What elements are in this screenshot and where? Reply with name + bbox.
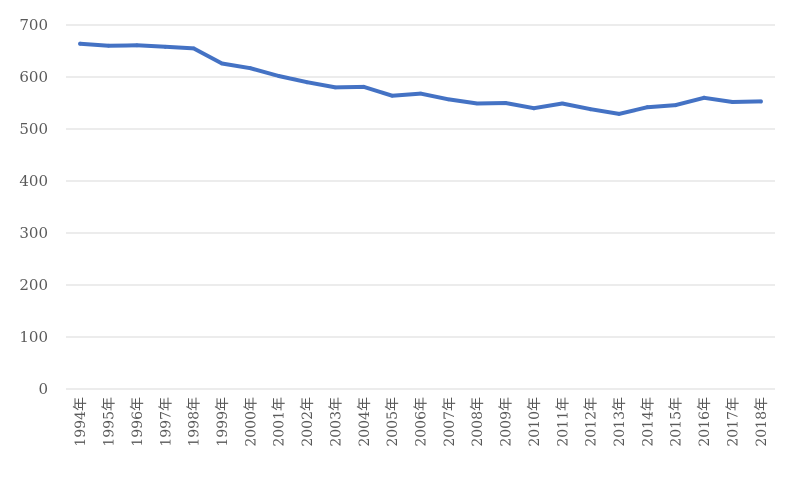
data-point	[418, 91, 423, 96]
x-tick-label: 2008年	[470, 397, 486, 447]
y-tick-label: 400	[19, 172, 48, 190]
y-tick-label: 200	[19, 276, 48, 294]
x-tick-label: 2002年	[300, 397, 316, 447]
x-axis-ticks: 1994年 1995年 1996年 1997年 1998年 1999年 2000年 2001年…	[73, 397, 770, 447]
data-point	[531, 106, 536, 111]
data-point	[645, 105, 650, 110]
data-point	[673, 103, 678, 108]
x-tick-label: 1999年	[215, 397, 231, 447]
x-tick-label: 2001年	[272, 397, 288, 447]
y-tick-label: 600	[19, 68, 48, 86]
data-point	[588, 107, 593, 112]
y-tick-label: 100	[19, 328, 48, 346]
y-tick-label: 500	[19, 120, 48, 138]
data-point	[78, 41, 83, 46]
data-point	[163, 44, 168, 49]
data-point	[361, 84, 366, 89]
data-point	[390, 93, 395, 98]
x-tick-label: 2014年	[640, 397, 656, 447]
y-axis-ticks: 0 100 200 300 400 500 600 700	[19, 16, 48, 398]
x-tick-label: 2011年	[555, 397, 571, 447]
x-tick-label: 2016年	[697, 397, 713, 447]
data-point	[446, 97, 451, 102]
data-point	[276, 73, 281, 78]
data-point	[503, 101, 508, 105]
data-point	[106, 43, 111, 48]
y-tick-label: 0	[38, 380, 48, 398]
data-point	[134, 43, 139, 48]
data-point	[219, 61, 224, 66]
data-point	[617, 111, 622, 116]
x-tick-label: 2013年	[612, 397, 628, 447]
series-group	[78, 41, 763, 116]
data-point	[702, 95, 707, 100]
x-tick-label: 2018年	[754, 397, 770, 447]
x-tick-label: 1995年	[102, 397, 118, 447]
y-tick-label: 700	[19, 16, 48, 34]
x-tick-label: 2005年	[385, 397, 401, 447]
x-tick-label: 1997年	[158, 397, 174, 447]
x-tick-label: 2006年	[414, 397, 430, 447]
x-tick-label: 2003年	[328, 397, 344, 447]
data-point	[248, 66, 253, 71]
data-point	[560, 101, 565, 106]
x-tick-label: 1994年	[73, 397, 89, 447]
x-tick-label: 2017年	[725, 397, 741, 447]
data-point	[333, 85, 338, 90]
x-tick-label: 2000年	[243, 397, 259, 447]
data-point	[305, 80, 310, 85]
x-tick-label: 1996年	[130, 397, 146, 447]
series-line-0	[78, 41, 763, 116]
x-tick-label: 2009年	[499, 397, 515, 447]
y-tick-label: 300	[19, 224, 48, 242]
data-point	[475, 101, 480, 106]
x-tick-label: 2007年	[442, 397, 458, 447]
data-point	[758, 99, 763, 104]
gridlines	[66, 24, 775, 390]
x-tick-label: 2004年	[357, 397, 373, 447]
x-tick-label: 2015年	[669, 397, 685, 447]
x-tick-label: 2012年	[584, 397, 600, 447]
data-point	[730, 99, 735, 104]
x-tick-label: 1998年	[187, 397, 203, 447]
data-point	[191, 46, 196, 51]
x-tick-label: 2010年	[527, 397, 543, 447]
